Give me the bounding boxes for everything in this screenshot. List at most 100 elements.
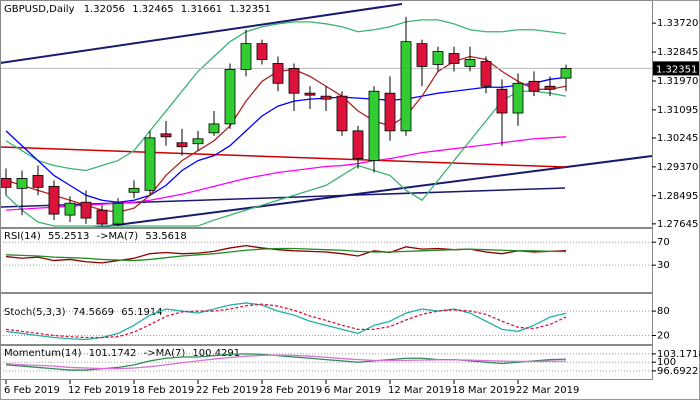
indicator-line bbox=[5, 354, 567, 370]
indicator-line bbox=[5, 303, 567, 339]
candle-body bbox=[192, 138, 204, 145]
header-open: 1.32056 bbox=[84, 4, 125, 15]
y-tick-label: 103.1718 bbox=[657, 349, 700, 360]
candle-body bbox=[272, 63, 284, 84]
candle-body bbox=[32, 175, 44, 188]
chart-header: GBPUSD,Daily 1.32056 1.32465 1.31661 1.3… bbox=[4, 4, 271, 15]
y-tick-label: 100 bbox=[657, 357, 676, 368]
panel-plot bbox=[1, 241, 652, 266]
indicator-name: ->MA(7) bbox=[144, 348, 186, 359]
x-tick-label: 18 Feb 2019 bbox=[132, 385, 194, 396]
x-tick-label: 6 Mar 2019 bbox=[324, 385, 381, 396]
candle-body bbox=[96, 209, 108, 225]
main-panel bbox=[0, 0, 653, 228]
candle-body bbox=[432, 51, 444, 65]
y-tick-label: 1.30245 bbox=[657, 133, 698, 144]
candle-body bbox=[176, 142, 188, 148]
y-tick-label: 20 bbox=[657, 330, 670, 341]
stoch-panel bbox=[0, 293, 653, 345]
candle-body bbox=[464, 59, 476, 67]
x-tick-label: 6 Feb 2019 bbox=[4, 385, 60, 396]
candle-body bbox=[80, 201, 92, 219]
y-tick-label: 1.27645 bbox=[657, 219, 698, 230]
panel-plot bbox=[1, 302, 652, 341]
y-tick-label: 1.31970 bbox=[657, 76, 698, 87]
candle-body bbox=[128, 187, 140, 193]
indicator-value: 74.5669 bbox=[73, 307, 114, 318]
candle-body bbox=[528, 80, 540, 92]
candle-body bbox=[560, 67, 572, 79]
header-high: 1.32465 bbox=[132, 4, 173, 15]
candle-body bbox=[256, 43, 268, 60]
header-low: 1.31661 bbox=[181, 4, 222, 15]
indicator-line bbox=[5, 76, 567, 203]
channel-upper bbox=[1, 3, 403, 64]
candle-body bbox=[544, 85, 556, 90]
candle-body bbox=[224, 69, 236, 125]
candle-body bbox=[208, 123, 220, 134]
indicator-line bbox=[5, 247, 567, 262]
candle-body bbox=[1, 178, 12, 188]
indicator-line bbox=[5, 302, 567, 341]
indicator-value: 101.1742 bbox=[89, 348, 137, 359]
indicator-line bbox=[5, 55, 567, 213]
panel-plot bbox=[1, 16, 652, 227]
candle-body bbox=[160, 133, 172, 138]
stoch-header: Stoch(5,3,3) 74.5669 65.1914 bbox=[4, 307, 163, 318]
y-tick-label: 1.28495 bbox=[657, 191, 698, 202]
candle-body bbox=[480, 61, 492, 87]
indicator-name: RSI(14) bbox=[4, 231, 41, 242]
candle-body bbox=[48, 185, 60, 215]
y-tick-label: 96.6922 bbox=[657, 366, 698, 377]
candle-body bbox=[368, 90, 380, 161]
panel-plot bbox=[1, 353, 652, 372]
rsi-header: RSI(14) 55.2513 ->MA(7) 53.5618 bbox=[4, 231, 187, 242]
y-tick-label: 80 bbox=[657, 306, 670, 317]
candle-body bbox=[240, 43, 252, 70]
indicator-value: 53.5618 bbox=[145, 231, 186, 242]
candle-body bbox=[320, 95, 332, 100]
symbol-title: GBPUSD,Daily bbox=[4, 4, 75, 15]
indicator-value: 55.2513 bbox=[48, 231, 89, 242]
rsi-panel bbox=[0, 228, 653, 293]
candle-body bbox=[384, 92, 396, 132]
y-tick-label: 1.33720 bbox=[657, 18, 698, 29]
y-tick-label: 70 bbox=[657, 237, 670, 248]
indicator-name: ->MA(7) bbox=[97, 231, 139, 242]
x-tick-label: 22 Mar 2019 bbox=[516, 385, 579, 396]
candle-body bbox=[416, 43, 428, 67]
header-close: 1.32351 bbox=[229, 4, 270, 15]
price-box-label: 1.32351 bbox=[656, 64, 697, 75]
indicator-line bbox=[5, 90, 567, 227]
candle-body bbox=[512, 82, 524, 114]
candle-body bbox=[288, 68, 300, 94]
trendlines bbox=[1, 3, 652, 227]
candle-body bbox=[304, 92, 316, 96]
candle-body bbox=[64, 202, 76, 216]
long-ma-line bbox=[1, 187, 566, 208]
y-tick-label: 30 bbox=[657, 260, 670, 271]
x-tick-label: 22 Feb 2019 bbox=[196, 385, 258, 396]
candle-body bbox=[16, 178, 28, 189]
indicator-value: 65.1914 bbox=[121, 307, 162, 318]
long-ma-line bbox=[1, 146, 566, 168]
x-tick-label: 28 Feb 2019 bbox=[260, 385, 322, 396]
candle-body bbox=[336, 95, 348, 132]
x-tick-label: 12 Feb 2019 bbox=[68, 385, 130, 396]
indicator-line bbox=[5, 136, 567, 211]
indicator-name: Stoch(5,3,3) bbox=[4, 307, 66, 318]
candle-body bbox=[400, 41, 412, 132]
x-tick-label: 12 Mar 2019 bbox=[388, 385, 451, 396]
candle-body bbox=[144, 137, 156, 191]
x-tick-label: 18 Mar 2019 bbox=[452, 385, 515, 396]
candle-body bbox=[448, 53, 460, 64]
y-tick-label: 1.31095 bbox=[657, 105, 698, 116]
y-tick-label: 1.29370 bbox=[657, 162, 698, 173]
indicator-line bbox=[5, 19, 567, 172]
candle-body bbox=[112, 202, 124, 225]
candle-body bbox=[352, 130, 364, 160]
